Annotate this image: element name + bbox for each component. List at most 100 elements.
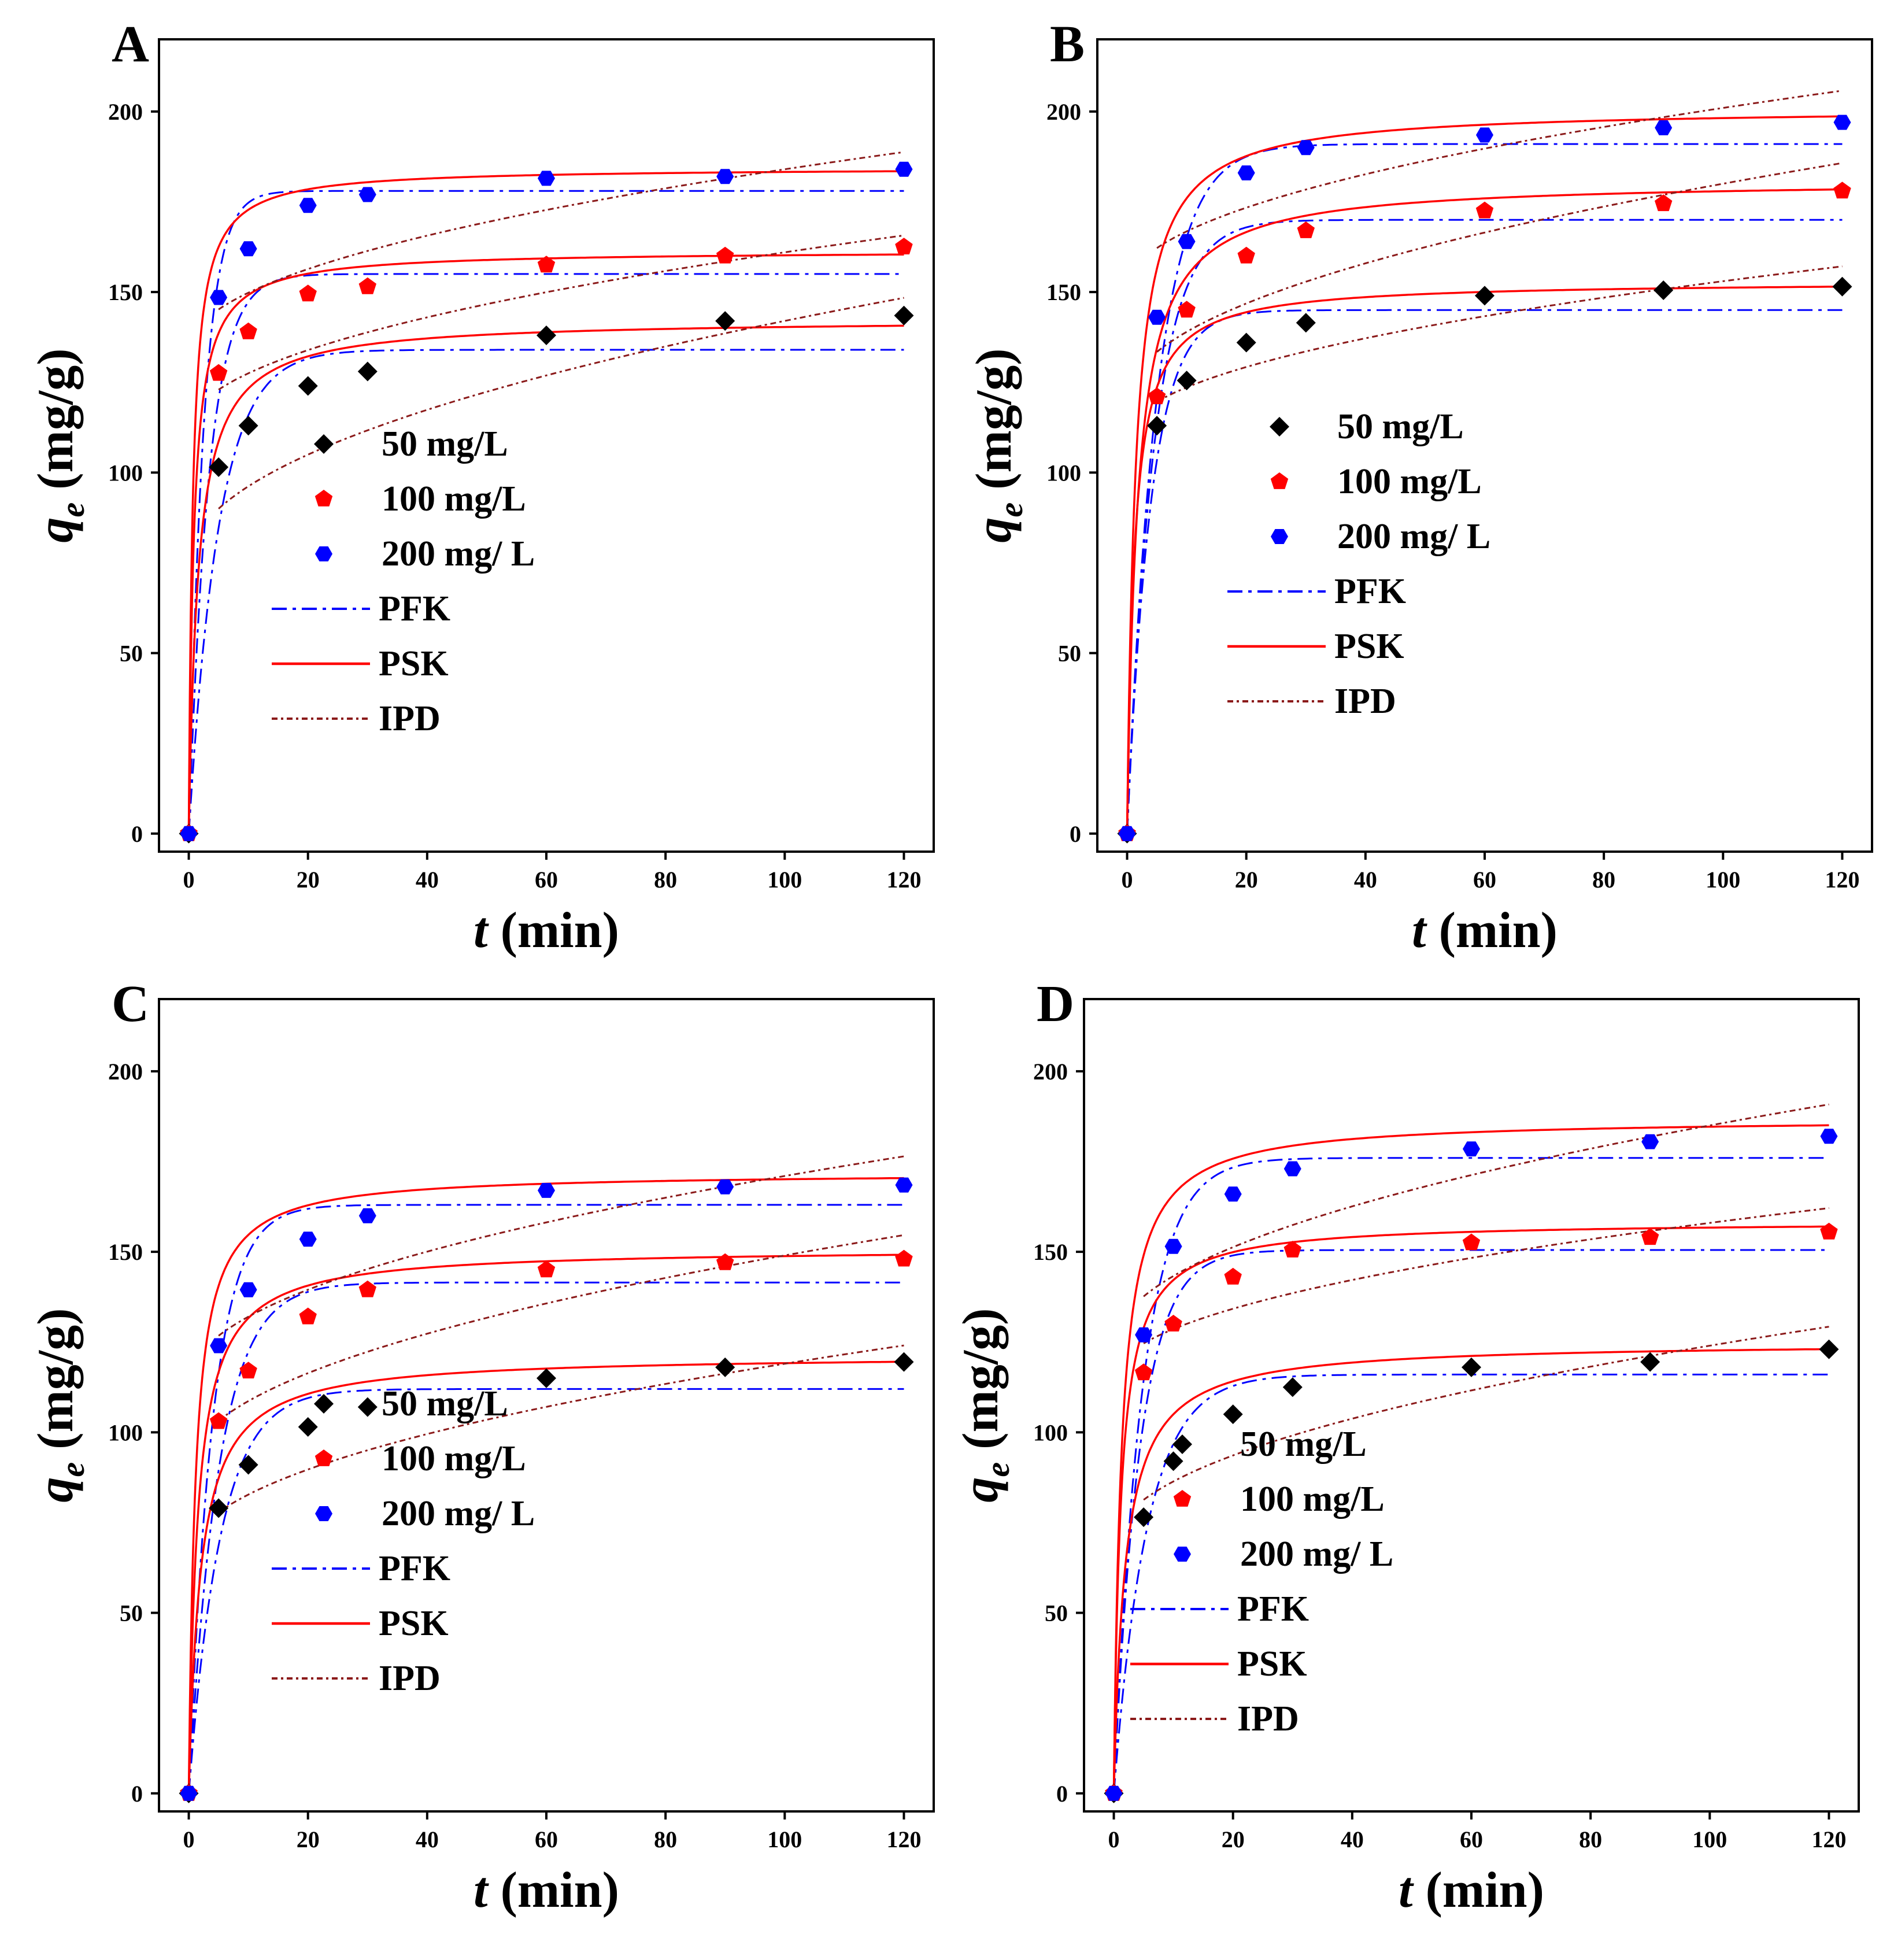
data-point-series-1 — [715, 1357, 735, 1377]
x-axis-label-var: t — [1412, 903, 1427, 959]
legend-label: IPD — [1237, 1699, 1299, 1739]
fit-ipd-series-1 — [1143, 1326, 1829, 1501]
legend-item: 50 mg/L — [314, 424, 508, 464]
data-point-series-3 — [1148, 309, 1166, 325]
fit-ipd-series-3 — [218, 1155, 904, 1337]
fit-psk-series-3 — [1126, 115, 1843, 834]
legend-item: 200 mg/ L — [1174, 1534, 1393, 1574]
legend-item: 200 mg/ L — [1271, 517, 1490, 556]
y-tick-label: 150 — [1046, 279, 1081, 305]
y-axis-label: qe (mg/g) — [966, 348, 1030, 542]
x-axis-label-var: t — [474, 1862, 489, 1918]
data-point-series-1 — [537, 1368, 556, 1388]
data-point-series-2 — [1833, 182, 1851, 199]
x-tick-label: 0 — [1122, 867, 1133, 893]
x-axis-label-var: t — [474, 903, 489, 959]
data-point-series-3 — [1476, 127, 1493, 143]
legend-marker — [315, 1449, 333, 1466]
fit-pfk-series-1 — [1126, 309, 1843, 834]
data-point-series-1 — [1282, 1377, 1303, 1397]
fit-psk-series-1 — [187, 324, 904, 834]
panel-c: C 0 20 40 60 80 100 120 0 50 100 150 200 t (min) qe (m… — [28, 975, 935, 1918]
data-point-series-1 — [357, 361, 378, 382]
y-tick-label: 150 — [108, 1239, 143, 1265]
fit-ipd-series-3 — [218, 151, 904, 310]
x-tick-label: 120 — [886, 867, 921, 893]
data-point-series-3 — [1820, 1129, 1838, 1144]
data-point-series-2 — [716, 246, 734, 264]
x-tick-label: 100 — [1706, 867, 1740, 893]
legend-label: 100 mg/L — [1337, 462, 1482, 501]
fit-pfk-series-2 — [188, 1281, 904, 1793]
data-point-series-3 — [1135, 1327, 1153, 1343]
data-point-series-3 — [239, 241, 257, 257]
data-point-series-1 — [298, 376, 318, 396]
data-point-series-2 — [1655, 194, 1673, 212]
x-tick-label: 80 — [654, 1826, 677, 1852]
fit-pfk-series-2 — [1113, 1249, 1829, 1793]
fit-pfk-series-2 — [1126, 219, 1843, 834]
y-axis-label: qe (mg/g) — [28, 1308, 91, 1502]
x-tick-label: 20 — [297, 1826, 320, 1852]
data-point-series-2 — [1148, 387, 1166, 405]
data-point-series-3 — [1105, 1785, 1123, 1801]
legend-item: 50 mg/L — [1270, 407, 1464, 446]
data-point-series-2 — [1475, 201, 1494, 219]
data-point-series-3 — [1237, 165, 1255, 180]
y-tick-label: 150 — [1033, 1239, 1068, 1265]
x-tick-label: 0 — [183, 1826, 195, 1852]
x-tick-label: 60 — [535, 1826, 558, 1852]
data-point-series-2 — [1820, 1222, 1838, 1240]
data-point-series-2 — [1237, 246, 1255, 264]
y-axis-label-sub: e — [54, 502, 91, 517]
legend-item: IPD — [272, 1659, 441, 1698]
y-axis-label-sub: e — [992, 502, 1030, 517]
x-tick-label: 100 — [767, 1826, 802, 1852]
panel-label: D — [1037, 975, 1074, 1033]
y-tick-label: 50 — [1045, 1600, 1068, 1626]
legend-item: PSK — [272, 1604, 449, 1643]
data-point-series-2 — [1178, 301, 1196, 318]
data-point-series-2 — [299, 1307, 317, 1325]
x-tick-label: 20 — [1222, 1826, 1245, 1852]
y-tick-label: 0 — [1056, 1781, 1068, 1807]
y-tick-label: 200 — [108, 1059, 143, 1085]
legend-label: 50 mg/L — [382, 1384, 508, 1423]
legend-item: 200 mg/ L — [315, 534, 535, 574]
data-point-series-1 — [357, 1397, 378, 1417]
data-point-series-3 — [1297, 140, 1315, 156]
x-tick-label: 100 — [767, 867, 802, 893]
legend-label: IPD — [1334, 682, 1396, 721]
x-tick-label: 60 — [535, 867, 558, 893]
legend-item: PSK — [1130, 1644, 1307, 1684]
data-point-series-2 — [716, 1253, 734, 1270]
data-point-series-2 — [895, 1249, 913, 1267]
y-axis-label: qe (mg/g) — [28, 348, 91, 542]
legend-marker — [1270, 472, 1289, 489]
legend-item: 100 mg/L — [315, 1439, 526, 1478]
fit-ipd-series-2 — [1156, 162, 1843, 353]
fit-psk-series-1 — [1112, 1348, 1829, 1793]
y-axis-label-var: q — [966, 517, 1022, 543]
data-point-series-1 — [715, 311, 735, 331]
data-point-series-2 — [1164, 1315, 1182, 1332]
data-point-series-1 — [1147, 416, 1167, 436]
data-point-series-1 — [1134, 1507, 1154, 1528]
y-tick-label: 0 — [131, 1781, 143, 1807]
legend-item: 100 mg/L — [315, 479, 526, 519]
fit-pfk-series-1 — [1113, 1373, 1829, 1793]
data-point-series-3 — [1655, 120, 1673, 135]
fit-pfk-series-3 — [1113, 1157, 1829, 1793]
data-point-series-3 — [895, 161, 913, 177]
x-tick-label: 80 — [1579, 1826, 1602, 1852]
y-axis-label-unit: (mg/g) — [966, 348, 1022, 502]
x-tick-label: 60 — [1473, 867, 1496, 893]
legend-label: PFK — [379, 589, 450, 628]
data-point-series-1 — [894, 305, 914, 326]
legend-item: IPD — [1227, 682, 1396, 721]
fit-ipd-series-1 — [218, 1344, 904, 1513]
data-point-series-3 — [1833, 114, 1851, 130]
y-tick-label: 0 — [131, 821, 143, 847]
fit-ipd-series-3 — [1156, 90, 1843, 249]
data-point-series-3 — [538, 171, 555, 186]
